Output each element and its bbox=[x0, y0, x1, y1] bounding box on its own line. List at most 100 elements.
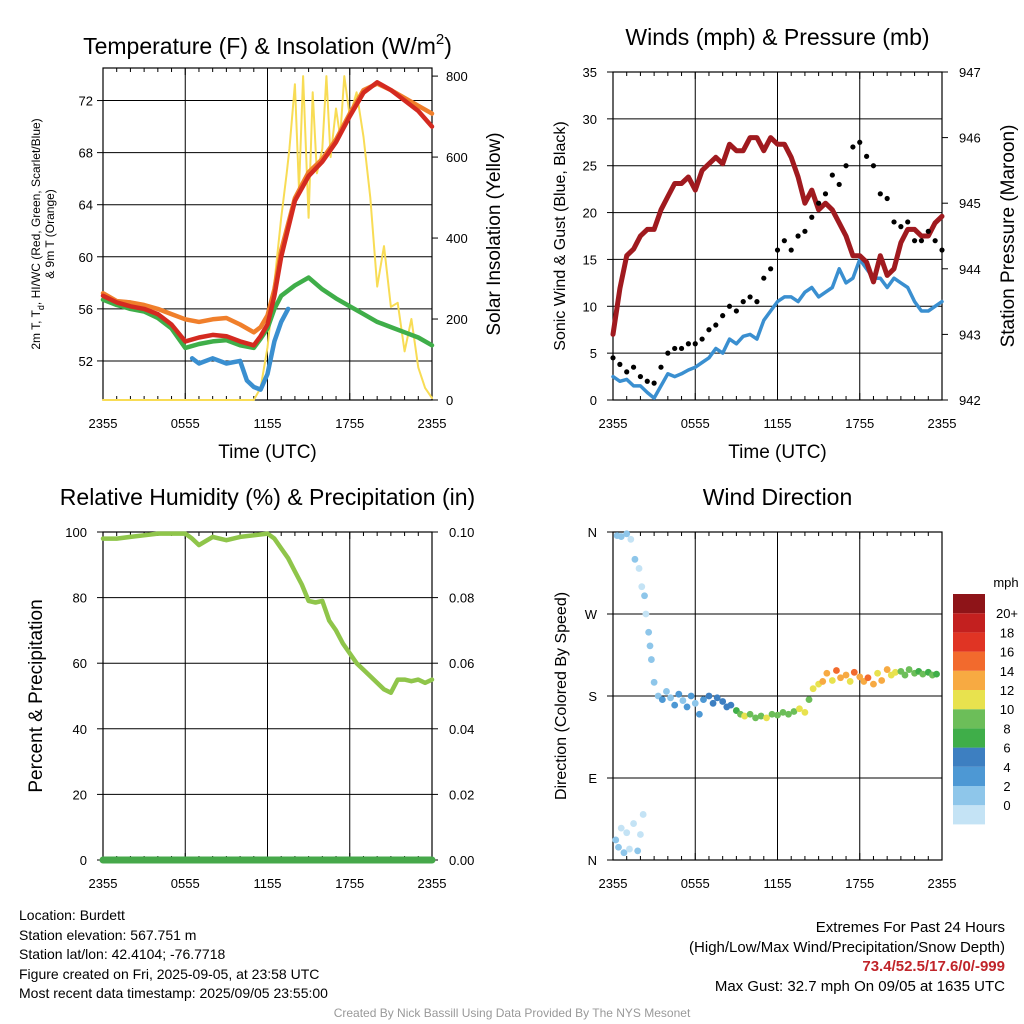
y-tick-label: 72 bbox=[79, 94, 93, 109]
direction-point bbox=[634, 847, 642, 855]
y-tick-label: 35 bbox=[583, 65, 597, 80]
direction-point bbox=[919, 670, 927, 678]
gust-point bbox=[925, 228, 931, 234]
gust-point bbox=[720, 313, 726, 319]
panel-3: 0 20 40 60 80 100 0.00 0.02 0.04 0.06 0.08 0.10 2355… bbox=[26, 484, 475, 891]
x-tick-label: 2355 bbox=[928, 416, 957, 431]
direction-point bbox=[842, 671, 850, 679]
direction-point bbox=[805, 696, 813, 704]
direction-point bbox=[757, 712, 765, 720]
colorbar-swatch bbox=[953, 613, 985, 633]
series-maroon bbox=[610, 135, 945, 337]
direction-point bbox=[617, 824, 625, 832]
colorbar-label: 14 bbox=[1000, 664, 1014, 679]
x-tick-label: 1755 bbox=[845, 416, 874, 431]
y-right-tick-label: 0.08 bbox=[449, 591, 474, 606]
colorbar-label: 10 bbox=[1000, 702, 1014, 717]
elevation-text: Station elevation: 567.751 m bbox=[19, 926, 197, 943]
y-right-axis-label: Solar Insolation (Yellow) bbox=[484, 132, 505, 335]
chart-title: Wind Direction bbox=[703, 484, 853, 510]
y-tick-label: 15 bbox=[583, 252, 597, 267]
direction-point bbox=[638, 583, 646, 591]
x-tick-label: 2355 bbox=[89, 416, 118, 431]
direction-point bbox=[637, 831, 644, 838]
colorbar-label: 8 bbox=[1003, 721, 1010, 736]
x-tick-label: 0555 bbox=[681, 876, 710, 891]
extremes-values: 73.4/52.5/17.6/0/-999 bbox=[862, 958, 1005, 975]
direction-point bbox=[639, 811, 647, 818]
gust-point bbox=[870, 163, 877, 169]
gust-point bbox=[816, 200, 822, 206]
direction-point bbox=[647, 656, 655, 663]
y-tick-label: 52 bbox=[79, 354, 93, 369]
gust-point bbox=[617, 361, 623, 367]
direction-point bbox=[870, 680, 877, 688]
direction-point bbox=[874, 669, 881, 677]
direction-point bbox=[695, 710, 703, 718]
y-right-tick-label: 0.10 bbox=[449, 525, 474, 540]
y-tick-label: 30 bbox=[583, 112, 597, 127]
gust-point bbox=[911, 238, 918, 244]
gust-point bbox=[672, 345, 678, 352]
gust-point bbox=[733, 308, 739, 314]
y-tick-label: 25 bbox=[583, 159, 597, 174]
y-right-tick-label: 0.02 bbox=[449, 787, 474, 802]
colorbar-swatch bbox=[953, 786, 985, 806]
direction-point bbox=[705, 692, 713, 700]
colorbar-swatch bbox=[953, 632, 985, 652]
y-tick-label: 68 bbox=[79, 146, 93, 161]
gust-point bbox=[665, 350, 671, 356]
direction-point bbox=[667, 694, 674, 702]
x-tick-label: 2355 bbox=[928, 876, 957, 891]
extremes-title: Extremes For Past 24 Hours bbox=[815, 919, 1005, 936]
gust-point bbox=[795, 233, 801, 239]
y-axis-label: 2m T, Td, HI/WC (Red, Green, Scarlet/Blu… bbox=[29, 118, 46, 349]
chart-title: Winds (mph) & Pressure (mb) bbox=[625, 24, 929, 50]
direction-point bbox=[617, 533, 625, 540]
gust-point bbox=[678, 345, 685, 352]
direction-point bbox=[683, 703, 691, 711]
gust-point bbox=[768, 266, 774, 272]
direction-point bbox=[768, 710, 776, 718]
direction-point bbox=[700, 696, 707, 704]
title-superscript: 2 bbox=[436, 31, 444, 48]
colorbar-swatch bbox=[953, 690, 985, 710]
colorbar-label: 6 bbox=[1003, 741, 1010, 756]
series-blue bbox=[189, 306, 291, 392]
recent-text: Most recent data timestamp: 2025/09/05 2… bbox=[19, 985, 328, 1001]
direction-point bbox=[774, 711, 781, 719]
colorbar-swatch bbox=[953, 766, 985, 786]
y-tick-label: 40 bbox=[73, 722, 87, 737]
y-axis-label-line2: & 9m T (Orange) bbox=[43, 189, 57, 279]
gust-point bbox=[644, 378, 650, 384]
gust-point bbox=[747, 294, 753, 300]
gust-point bbox=[651, 380, 657, 386]
colorbar-swatch bbox=[953, 651, 985, 671]
y-right-tick-label: 946 bbox=[959, 131, 981, 146]
gust-point bbox=[726, 303, 733, 309]
direction-point bbox=[785, 710, 792, 718]
colorbar-swatch bbox=[953, 805, 985, 825]
direction-point bbox=[627, 535, 635, 543]
y-tick-label: 5 bbox=[590, 346, 597, 361]
gust-point bbox=[658, 364, 664, 370]
direction-point bbox=[675, 690, 683, 698]
gust-point bbox=[857, 139, 863, 145]
direction-point bbox=[883, 666, 891, 673]
station-info: Location: Burdett Station elevation: 567… bbox=[19, 906, 328, 1004]
gust-point bbox=[692, 341, 698, 347]
direction-point bbox=[623, 530, 631, 538]
y-tick-label: N bbox=[588, 525, 597, 540]
y-right-tick-label: 0.06 bbox=[449, 656, 474, 671]
title-end: ) bbox=[444, 33, 452, 59]
direction-point bbox=[727, 701, 735, 709]
colorbar-swatch bbox=[953, 670, 985, 690]
max-gust-text: Max Gust: 32.7 mph On 09/05 at 1635 UTC bbox=[714, 977, 1005, 995]
x-tick-label: 2355 bbox=[89, 876, 118, 891]
credit-text: Created By Nick Bassill Using Data Provi… bbox=[333, 1006, 691, 1020]
direction-point bbox=[626, 845, 633, 853]
colorbar-label: 16 bbox=[1000, 645, 1014, 660]
x-tick-label: 1155 bbox=[254, 876, 282, 891]
